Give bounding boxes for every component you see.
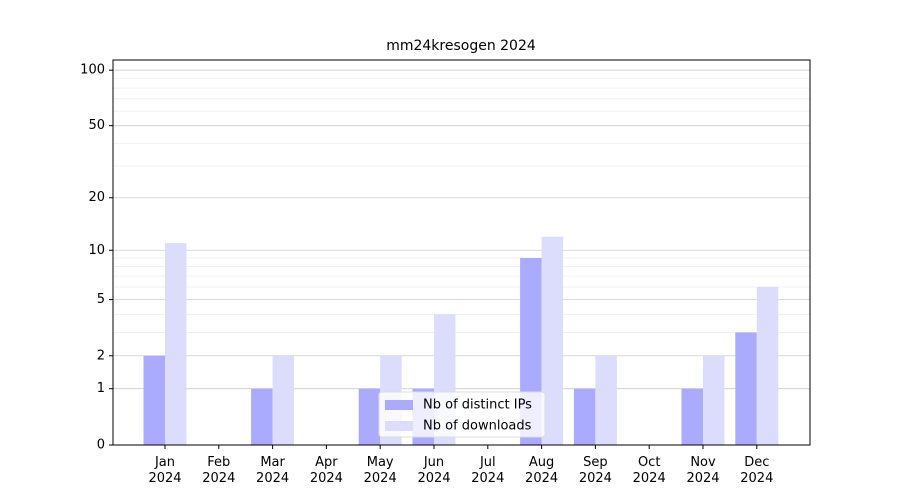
legend-box: [378, 391, 546, 438]
legend: Nb of distinct IPs Nb of downloads: [378, 391, 546, 438]
x-tick-label: Aug 2024: [525, 455, 558, 486]
legend-label: Nb of downloads: [423, 419, 532, 434]
plot-frame: [112, 59, 811, 446]
bar: [595, 355, 617, 445]
x-tick-label: Jun 2024: [417, 455, 450, 486]
x-tick-label: Sep 2024: [579, 455, 612, 486]
x-tick-label: Dec 2024: [740, 455, 773, 486]
x-tick-label: May 2024: [364, 455, 397, 486]
y-tick-label: 1: [97, 381, 105, 396]
bar: [703, 355, 725, 445]
bar: [681, 388, 703, 445]
legend-swatch: [385, 400, 413, 410]
x-tick-label: Feb 2024: [202, 455, 235, 486]
legend-swatch: [385, 421, 413, 431]
bar: [358, 388, 381, 445]
y-tick-label: 2: [97, 348, 105, 363]
x-tick-label: Oct 2024: [633, 455, 666, 486]
bar: [272, 355, 295, 445]
bar: [165, 243, 187, 445]
bar: [251, 388, 273, 445]
y-tick-label: 20: [88, 190, 105, 205]
y-tick-label: 0: [97, 438, 105, 453]
bar: [735, 332, 757, 445]
x-tick-label: Mar 2024: [256, 455, 289, 486]
chart-title: mm24kresogen 2024: [386, 38, 536, 54]
y-tick-label: 50: [88, 118, 105, 133]
x-tick-label: Jan 2024: [148, 455, 181, 486]
x-tick-label: Apr 2024: [310, 455, 343, 486]
y-tick-label: 5: [97, 292, 105, 307]
bar: [143, 355, 165, 445]
bar: [756, 286, 779, 445]
y-tick-label: 10: [88, 243, 105, 258]
y-tick-label: 100: [80, 63, 105, 78]
bar: [573, 388, 596, 445]
x-tick-label: Nov 2024: [686, 455, 719, 486]
legend-label: Nb of distinct IPs: [423, 398, 532, 413]
bar: [541, 236, 564, 445]
x-tick-label: Jul 2024: [471, 455, 504, 486]
